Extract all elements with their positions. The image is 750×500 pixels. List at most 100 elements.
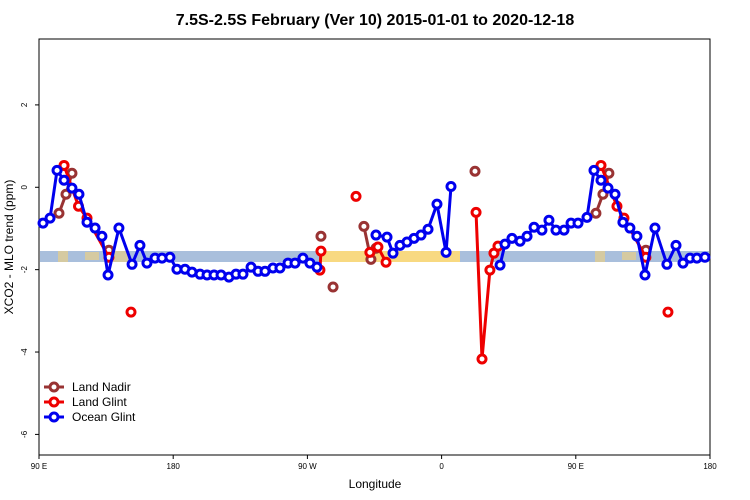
data-point bbox=[661, 258, 673, 270]
data-point bbox=[603, 167, 615, 179]
data-point bbox=[415, 229, 427, 241]
y-tick-label: 0 bbox=[20, 185, 29, 190]
data-point bbox=[536, 224, 548, 236]
data-point bbox=[350, 190, 362, 202]
data-point bbox=[649, 222, 661, 234]
data-point bbox=[581, 211, 593, 223]
data-point bbox=[51, 164, 63, 176]
legend-item: Land Nadir bbox=[44, 380, 131, 394]
data-point bbox=[37, 217, 49, 229]
data-point bbox=[380, 256, 392, 268]
data-point bbox=[315, 230, 327, 242]
legend-marker bbox=[48, 396, 60, 408]
data-point bbox=[431, 198, 443, 210]
data-point bbox=[364, 246, 376, 258]
x-tick-label: 180 bbox=[703, 462, 717, 471]
land-band bbox=[58, 251, 68, 262]
data-point bbox=[297, 252, 309, 264]
data-point bbox=[66, 167, 78, 179]
legend-label: Land Nadir bbox=[72, 380, 131, 394]
data-point bbox=[102, 269, 114, 281]
plot-frame bbox=[38, 38, 711, 456]
data-point bbox=[237, 268, 249, 280]
data-point bbox=[73, 188, 85, 200]
y-axis-label: XCO2 - MLO trend (ppm) bbox=[2, 180, 16, 315]
data-point bbox=[602, 182, 614, 194]
data-point bbox=[44, 212, 56, 224]
legend-label: Ocean Glint bbox=[72, 410, 136, 424]
x-tick-label: 0 bbox=[439, 462, 444, 471]
data-point bbox=[521, 230, 533, 242]
data-point bbox=[141, 257, 153, 269]
data-point bbox=[274, 262, 286, 274]
data-point bbox=[639, 269, 651, 281]
data-point bbox=[126, 258, 138, 270]
data-point bbox=[631, 230, 643, 242]
data-point bbox=[372, 241, 384, 253]
data-point bbox=[624, 222, 636, 234]
data-point bbox=[590, 207, 602, 219]
y-tick-label: -2 bbox=[20, 266, 29, 274]
land-band bbox=[112, 251, 128, 262]
x-tick-label: 180 bbox=[167, 462, 181, 471]
data-point bbox=[617, 216, 629, 228]
data-point bbox=[445, 180, 457, 192]
data-point bbox=[469, 165, 481, 177]
legend-item: Ocean Glint bbox=[44, 410, 136, 424]
chart-title: 7.5S-2.5S February (Ver 10) 2015-01-01 t… bbox=[176, 12, 575, 29]
data-point bbox=[370, 229, 382, 241]
x-tick-label: 90 W bbox=[298, 462, 317, 471]
data-point bbox=[387, 247, 399, 259]
data-point bbox=[670, 239, 682, 251]
data-point bbox=[96, 230, 108, 242]
data-point bbox=[595, 174, 607, 186]
data-point bbox=[134, 239, 146, 251]
y-tick-label: -6 bbox=[20, 430, 29, 438]
data-point bbox=[315, 245, 327, 257]
data-point bbox=[422, 223, 434, 235]
data-point bbox=[588, 164, 600, 176]
data-point bbox=[58, 159, 70, 171]
legend-label: Land Glint bbox=[72, 395, 127, 409]
data-point bbox=[358, 220, 370, 232]
land-band bbox=[595, 251, 605, 262]
data-point bbox=[113, 222, 125, 234]
data-point bbox=[476, 353, 488, 365]
data-point bbox=[470, 206, 482, 218]
data-point bbox=[699, 251, 711, 263]
land-band bbox=[622, 252, 636, 260]
data-point bbox=[125, 306, 137, 318]
data-point bbox=[484, 264, 496, 276]
data-point bbox=[494, 259, 506, 271]
data-point bbox=[89, 222, 101, 234]
data-point bbox=[677, 257, 689, 269]
data-point bbox=[289, 257, 301, 269]
legend-marker bbox=[48, 381, 60, 393]
x-tick-label: 90 E bbox=[31, 462, 47, 471]
data-point bbox=[558, 224, 570, 236]
data-point bbox=[327, 281, 339, 293]
data-point bbox=[53, 207, 65, 219]
data-point bbox=[164, 251, 176, 263]
data-point bbox=[499, 238, 511, 250]
data-point bbox=[662, 306, 674, 318]
data-point bbox=[572, 217, 584, 229]
data-point bbox=[381, 231, 393, 243]
data-point bbox=[60, 188, 72, 200]
data-point bbox=[66, 182, 78, 194]
data-point bbox=[311, 261, 323, 273]
data-point bbox=[440, 246, 452, 258]
data-point bbox=[58, 174, 70, 186]
data-point bbox=[609, 188, 621, 200]
x-axis-label: Longitude bbox=[349, 477, 402, 491]
legend-item: Land Glint bbox=[44, 395, 127, 409]
y-tick-label: -4 bbox=[20, 348, 29, 356]
series-line bbox=[59, 173, 646, 259]
x-tick-label: 90 E bbox=[568, 462, 584, 471]
legend-marker bbox=[48, 411, 60, 423]
y-tick-label: 2 bbox=[20, 102, 29, 107]
data-point bbox=[514, 235, 526, 247]
data-point bbox=[543, 214, 555, 226]
